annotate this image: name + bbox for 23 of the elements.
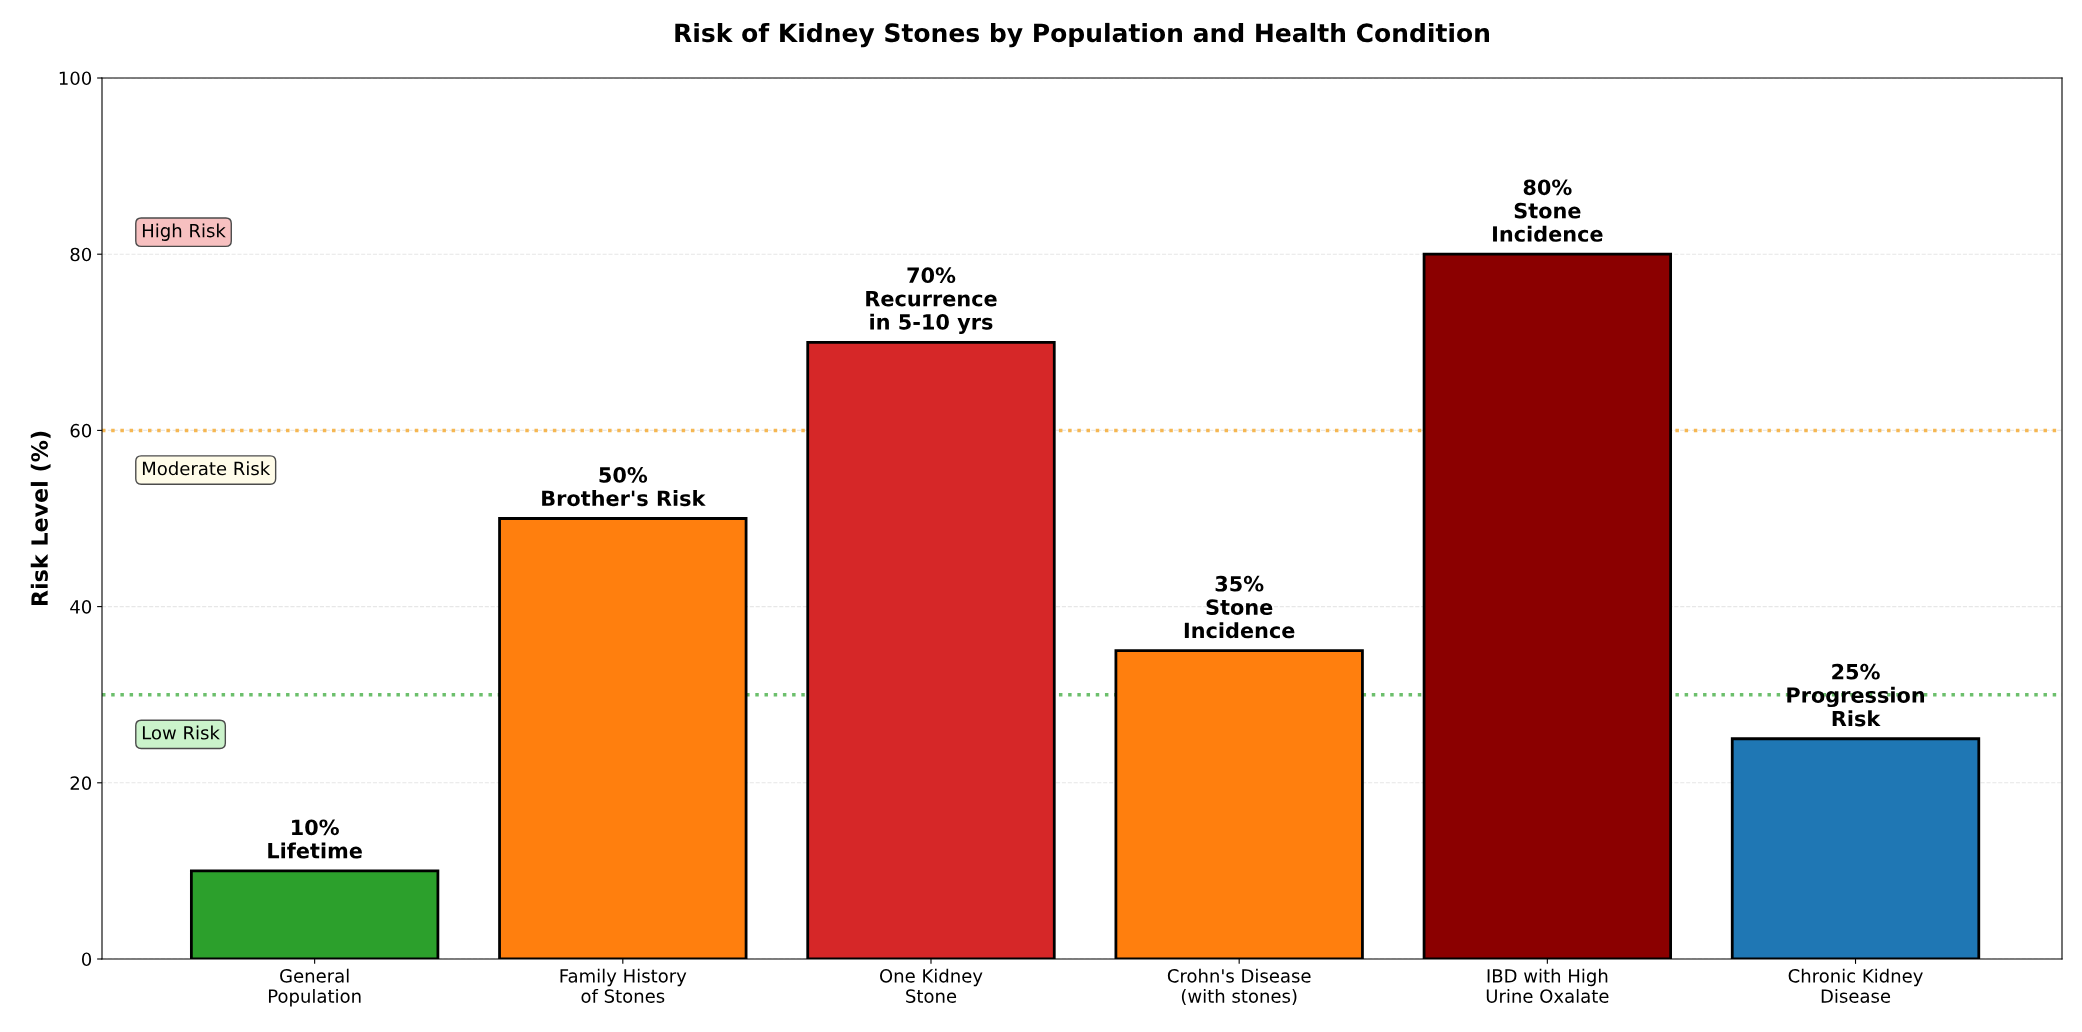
x-tick-label: IBD with High Urine Oxalate	[1486, 968, 1609, 1003]
x-tick-label: Chronic Kidney Disease	[1788, 968, 1923, 1003]
x-tick-label: Family History of Stones	[560, 968, 687, 1003]
x-tick-label: One Kidney Stone	[879, 968, 983, 1003]
y-axis-title: Risk Level (%)	[30, 431, 51, 606]
data-label: 25% Progression Risk	[1787, 663, 1925, 727]
data-label: 70% Recurrence in 5-10 yrs	[866, 267, 997, 334]
data-label: 10% Lifetime	[268, 819, 362, 859]
chart-title: Risk of Kidney Stones by Population and Health Condition	[675, 22, 1489, 48]
x-tick-label: General Population	[268, 968, 361, 1007]
y-tick-label: 40	[70, 600, 92, 614]
y-tick-label: 20	[70, 776, 92, 790]
annotation: Low Risk	[142, 725, 220, 740]
data-label: 80% Stone Incidence	[1493, 179, 1603, 242]
annotation: High Risk	[142, 223, 226, 241]
data-label: 50% Brother's Risk	[542, 467, 706, 507]
data-label: 35% Stone Incidence	[1184, 575, 1295, 639]
x-tick-label: Crohn's Disease (with stones)	[1167, 968, 1311, 1006]
y-tick-label: 0	[81, 952, 92, 967]
annotation: Moderate Risk	[142, 461, 271, 476]
y-tick-label: 80	[70, 247, 92, 262]
y-tick-label: 60	[70, 423, 92, 438]
y-tick-label: 100	[59, 71, 92, 86]
